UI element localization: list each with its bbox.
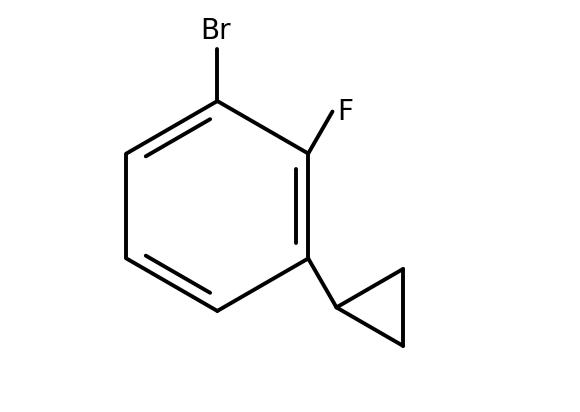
- Text: Br: Br: [200, 17, 231, 45]
- Text: F: F: [338, 98, 353, 126]
